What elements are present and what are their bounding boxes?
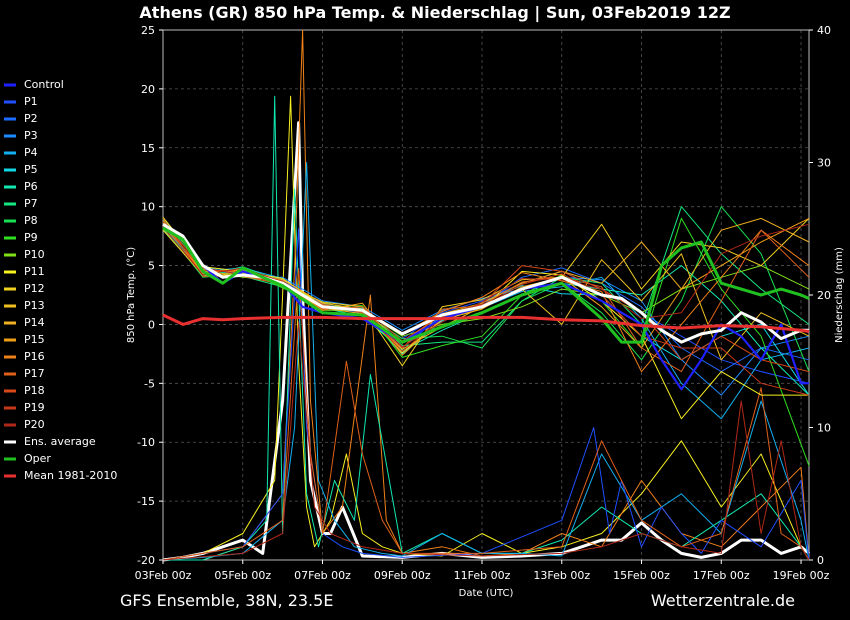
legend-item: Oper <box>4 452 51 465</box>
legend-label: P2 <box>24 112 38 125</box>
temp-line-p7 <box>162 206 810 347</box>
legend-label: Ens. average <box>24 435 96 448</box>
temp-line-ens-average <box>162 223 809 344</box>
legend-item: P7 <box>4 197 38 210</box>
legend: Control P1 P2 P3 P4 P5 P6 P7 P8 P9 P10 P11 P12 P13 P14… <box>4 78 117 482</box>
legend-label: P7 <box>24 197 38 210</box>
legend-label: Mean 1981-2010 <box>24 469 117 482</box>
legend-label: P3 <box>24 129 38 142</box>
y-tick-label: -10 <box>137 436 155 449</box>
y-axis-label: 850 hPa Temp. (°C) <box>126 247 137 343</box>
legend-label: P5 <box>24 163 38 176</box>
temp-line-p1 <box>162 220 810 384</box>
temp-line-p19 <box>162 221 810 396</box>
legend-item: P14 <box>4 316 45 329</box>
legend-item: P8 <box>4 214 38 227</box>
legend-item: P10 <box>4 248 45 261</box>
temp-series-group <box>162 206 810 466</box>
y-axis-ticks: -20 -15 -10 -5 0 5 10 15 20 25 <box>137 24 163 567</box>
precip-line-p4 <box>162 162 810 561</box>
precip-series-group <box>162 29 810 562</box>
legend-label: P19 <box>24 401 45 414</box>
x-tick-label: 03Feb 00z <box>135 569 192 582</box>
x-axis-ticks: 03Feb 00z 05Feb 00z 07Feb 00z 09Feb 00z 11Fe… <box>135 560 830 582</box>
legend-label: P13 <box>24 299 45 312</box>
legend-label: P18 <box>24 384 45 397</box>
y2-axis-ticks: 0 10 20 30 40 <box>809 24 831 567</box>
legend-item: P13 <box>4 299 45 312</box>
legend-item: P2 <box>4 112 38 125</box>
temp-line-p8 <box>162 206 810 372</box>
x-tick-label: 17Feb 00z <box>693 569 750 582</box>
legend-label: Oper <box>24 452 51 465</box>
x-tick-label: 05Feb 00z <box>214 569 271 582</box>
y2-axis-label: Niederschlag (mm) <box>834 247 845 343</box>
y-tick-label: -5 <box>144 377 155 390</box>
legend-label: P15 <box>24 333 45 346</box>
chart-title: Athens (GR) 850 hPa Temp. & Niederschlag… <box>139 3 730 23</box>
legend-label: P8 <box>24 214 38 227</box>
legend-item: P3 <box>4 129 38 142</box>
temp-line-mean-1981-2010 <box>162 313 810 333</box>
y2-tick-label: 20 <box>817 289 831 302</box>
legend-item: P11 <box>4 265 45 278</box>
legend-label: P17 <box>24 367 45 380</box>
precip-line-p6 <box>163 95 810 561</box>
legend-item: P9 <box>4 231 38 244</box>
precip-line-p20 <box>162 321 810 561</box>
legend-label: P16 <box>24 350 45 363</box>
legend-label: P14 <box>24 316 45 329</box>
x-tick-label: 13Feb 00z <box>533 569 590 582</box>
legend-item: Mean 1981-2010 <box>4 469 117 482</box>
y2-tick-label: 10 <box>817 422 831 435</box>
legend-item: P12 <box>4 282 45 295</box>
temp-line-p20 <box>162 223 810 348</box>
legend-label: P6 <box>24 180 38 193</box>
x-tick-label: 19Feb 00z <box>773 569 830 582</box>
legend-item: P20 <box>4 418 45 431</box>
legend-label: Control <box>24 78 64 91</box>
y2-tick-label: 0 <box>817 554 824 567</box>
legend-label: P12 <box>24 282 45 295</box>
legend-item: P16 <box>4 350 45 363</box>
legend-item: P19 <box>4 401 45 414</box>
legend-label: P11 <box>24 265 45 278</box>
y-tick-label: 10 <box>141 201 155 214</box>
legend-item: P4 <box>4 146 38 159</box>
y2-tick-label: 40 <box>817 24 831 37</box>
x-tick-label: 11Feb 00z <box>454 569 511 582</box>
legend-item: Ens. average <box>4 435 96 448</box>
footer-right: Wetterzentrale.de <box>651 591 795 610</box>
y-tick-label: 5 <box>148 260 155 273</box>
precip-line-p11 <box>162 95 810 561</box>
y-tick-label: 25 <box>141 24 155 37</box>
legend-item: P6 <box>4 180 38 193</box>
x-tick-label: 07Feb 00z <box>294 569 351 582</box>
y-tick-label: 0 <box>148 318 155 331</box>
x-axis-label: Date (UTC) <box>459 588 514 599</box>
legend-item: P15 <box>4 333 45 346</box>
legend-label: P9 <box>24 231 38 244</box>
y-tick-label: 15 <box>141 142 155 155</box>
legend-label: P1 <box>24 95 38 108</box>
legend-label: P4 <box>24 146 38 159</box>
legend-item: Control <box>4 78 64 91</box>
y2-tick-label: 30 <box>817 157 831 170</box>
legend-item: P1 <box>4 95 38 108</box>
temp-line-oper <box>162 226 810 344</box>
temp-line-p4 <box>162 222 810 420</box>
y-tick-label: -20 <box>137 554 155 567</box>
legend-item: P5 <box>4 163 38 176</box>
y-tick-label: 20 <box>141 83 155 96</box>
legend-item: P17 <box>4 367 45 380</box>
footer-left: GFS Ensemble, 38N, 23.5E <box>120 591 333 610</box>
y-tick-label: -15 <box>137 495 155 508</box>
x-tick-label: 09Feb 00z <box>374 569 431 582</box>
legend-item: P18 <box>4 384 45 397</box>
x-tick-label: 15Feb 00z <box>613 569 670 582</box>
legend-label: P10 <box>24 248 45 261</box>
legend-label: P20 <box>24 418 45 431</box>
